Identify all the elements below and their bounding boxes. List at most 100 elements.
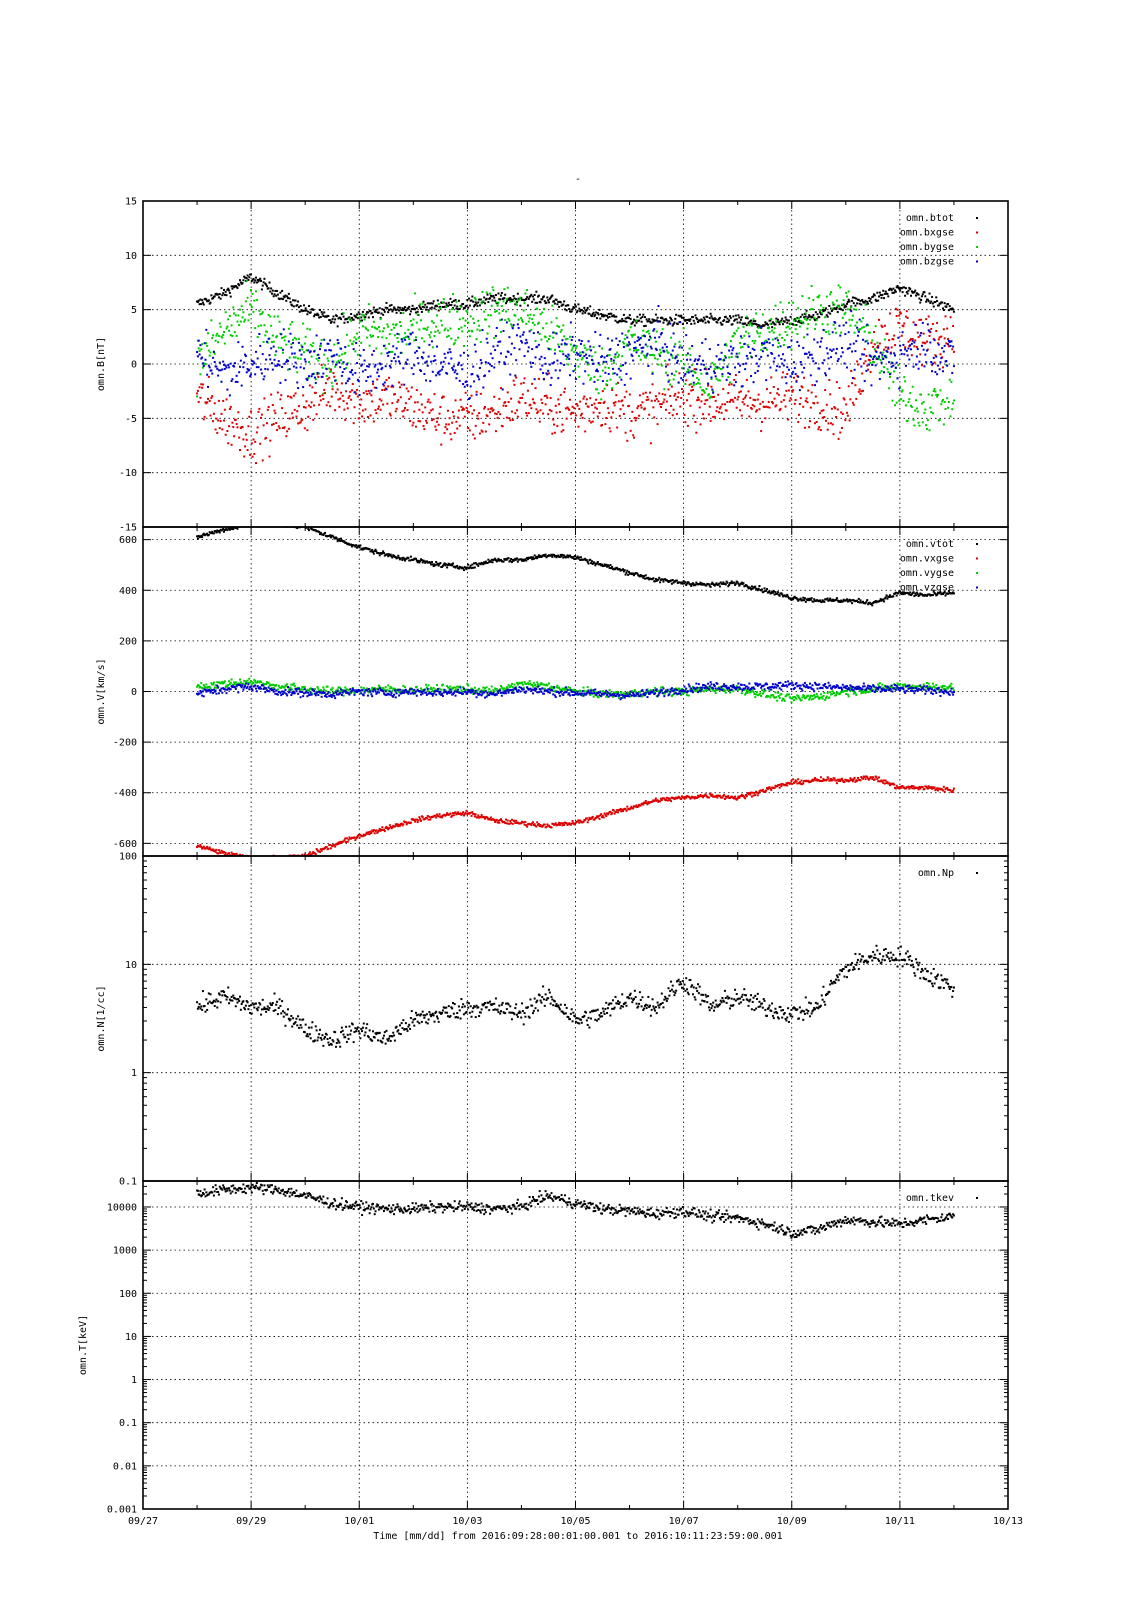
- data-point: [920, 331, 923, 334]
- data-point: [950, 308, 953, 311]
- data-point: [649, 345, 652, 348]
- data-point: [246, 449, 249, 452]
- data-point: [329, 321, 332, 324]
- data-point: [461, 330, 464, 333]
- data-point: [771, 344, 774, 347]
- data-point: [730, 355, 733, 358]
- data-point: [410, 367, 413, 370]
- data-point: [377, 311, 380, 314]
- data-point: [393, 353, 396, 356]
- data-point: [750, 585, 753, 588]
- data-point: [347, 542, 350, 545]
- data-point: [915, 355, 918, 358]
- data-point: [899, 398, 902, 401]
- y-axis-title: omn.B[nT]: [96, 337, 107, 391]
- data-point: [862, 600, 865, 603]
- data-point: [914, 592, 917, 595]
- data-point: [357, 336, 360, 339]
- data-point: [543, 394, 546, 397]
- data-point: [696, 377, 699, 380]
- data-point: [329, 405, 332, 408]
- data-point: [390, 360, 393, 363]
- data-point: [393, 825, 396, 828]
- data-point: [464, 391, 467, 394]
- data-point: [269, 439, 272, 442]
- data-point: [544, 553, 547, 556]
- data-point: [690, 370, 693, 373]
- data-point: [561, 423, 564, 426]
- data-point: [241, 426, 244, 429]
- data-point: [238, 308, 241, 311]
- data-point: [834, 321, 837, 324]
- data-point: [483, 302, 486, 305]
- data-point: [396, 332, 399, 335]
- data-point: [648, 318, 651, 321]
- data-point: [248, 368, 251, 371]
- data-point: [223, 342, 226, 345]
- data-point: [276, 363, 279, 366]
- data-point: [855, 297, 858, 300]
- data-point: [378, 330, 381, 333]
- data-point: [261, 284, 264, 287]
- data-point: [815, 420, 818, 423]
- data-point: [202, 364, 205, 367]
- data-point: [939, 389, 942, 392]
- data-point: [915, 292, 918, 295]
- data-point: [661, 393, 664, 396]
- data-point: [783, 320, 786, 323]
- data-point: [313, 350, 316, 353]
- data-point: [941, 366, 944, 369]
- data-point: [471, 373, 474, 376]
- data-point: [792, 301, 795, 304]
- data-point: [796, 333, 799, 336]
- series-omn-vxgse: [196, 775, 955, 862]
- data-point: [297, 300, 300, 303]
- data-point: [638, 313, 641, 316]
- data-point: [867, 363, 870, 366]
- data-point: [372, 383, 375, 386]
- data-point: [489, 297, 492, 300]
- data-point: [569, 374, 572, 377]
- data-point: [714, 375, 717, 378]
- data-point: [935, 296, 938, 299]
- data-point: [542, 307, 545, 310]
- data-point: [771, 329, 774, 332]
- data-point: [234, 314, 237, 317]
- data-point: [451, 308, 454, 311]
- data-point: [930, 361, 933, 364]
- data-point: [266, 408, 269, 411]
- data-point: [234, 418, 237, 421]
- data-point: [817, 428, 820, 431]
- data-point: [824, 309, 827, 312]
- data-point: [344, 351, 347, 354]
- data-point: [654, 313, 657, 316]
- data-point: [694, 314, 697, 317]
- data-point: [545, 322, 548, 325]
- data-point: [705, 368, 708, 371]
- data-point: [756, 332, 759, 335]
- data-point: [865, 324, 868, 327]
- data-point: [201, 343, 204, 346]
- data-point: [728, 315, 731, 318]
- data-point: [407, 307, 410, 310]
- data-point: [432, 565, 435, 568]
- data-point: [899, 590, 902, 593]
- data-point: [479, 340, 482, 343]
- data-point: [782, 311, 785, 314]
- data-point: [371, 325, 374, 328]
- data-point: [733, 319, 736, 322]
- data-point: [246, 368, 249, 371]
- data-point: [760, 355, 763, 358]
- data-point: [274, 860, 276, 862]
- data-point: [494, 412, 497, 415]
- data-point: [952, 365, 955, 368]
- data-point: [691, 388, 694, 391]
- data-point: [439, 369, 442, 372]
- data-point: [674, 343, 677, 346]
- data-point: [230, 380, 233, 383]
- data-point: [916, 331, 919, 334]
- data-point: [922, 401, 925, 404]
- data-point: [537, 321, 540, 324]
- data-point: [516, 292, 519, 295]
- data-point: [557, 377, 560, 380]
